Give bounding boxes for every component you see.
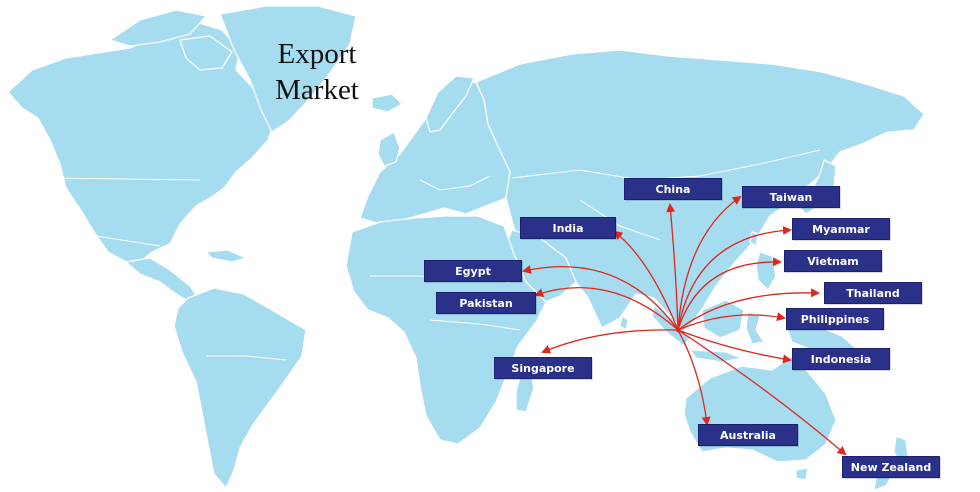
british-isles-landmass (377, 131, 401, 167)
route-arrow-indonesia (677, 329, 792, 364)
route-arrow-china (666, 203, 679, 331)
country-label-india: India (520, 217, 616, 239)
land-masses (7, 5, 925, 491)
border-line-africa-central (429, 319, 521, 331)
country-label-australia: Australia (698, 424, 798, 446)
map-title-line-2: Market (275, 74, 359, 106)
route-arrow-australia (677, 329, 711, 426)
route-arrow-singapore (541, 329, 679, 354)
scandinavia-landmass (425, 75, 475, 133)
country-label-indonesia: Indonesia (792, 348, 890, 370)
route-arrow-pakistan (534, 287, 679, 331)
border-line-europe (419, 175, 491, 191)
route-arrow-myanmar (677, 225, 792, 331)
export-routes (522, 195, 847, 456)
route-arrow-india (613, 230, 679, 331)
route-arrow-thailand (677, 288, 820, 331)
map-title: Export Market (252, 36, 382, 108)
arctic-islands-landmass (109, 9, 207, 47)
australia-landmass (683, 355, 837, 463)
iceland-landmass (371, 93, 403, 113)
greenland-landmass (219, 5, 357, 133)
country-label-taiwan: Taiwan (742, 186, 840, 208)
baffin-island-landmass (179, 35, 233, 71)
sulawesi-landmass (745, 311, 765, 345)
north-america-landmass (7, 21, 277, 263)
country-label-philippines: Philippines (786, 308, 884, 330)
country-label-vietnam: Vietnam (784, 250, 882, 272)
route-origin-point (675, 327, 681, 333)
country-label-egypt: Egypt (424, 260, 522, 282)
tasmania-landmass (795, 467, 809, 481)
south-america-landmass (173, 287, 307, 489)
country-label-new-zealand: New Zealand (842, 456, 940, 478)
country-label-thailand: Thailand (824, 282, 922, 304)
sri-lanka-landmass (619, 315, 629, 331)
country-label-singapore: Singapore (494, 357, 592, 379)
caribbean-landmass (205, 249, 247, 263)
border-line-us-mexico (95, 235, 161, 247)
border-line-china-west (579, 199, 661, 241)
route-arrow-philippines (677, 312, 786, 331)
country-label-pakistan: Pakistan (436, 292, 536, 314)
route-arrow-egypt (522, 265, 679, 331)
country-label-myanmar: Myanmar (792, 218, 890, 240)
route-arrow-new-zealand (677, 329, 847, 456)
central-america-landmass (125, 257, 199, 303)
country-label-china: China (624, 178, 722, 200)
border-line-south-america (206, 355, 287, 361)
border-line-us-canada (49, 177, 201, 181)
philippines-landmass (755, 251, 777, 291)
map-title-line-1: Export (277, 38, 357, 70)
route-arrow-taiwan (677, 195, 742, 331)
route-arrow-vietnam (677, 257, 782, 331)
